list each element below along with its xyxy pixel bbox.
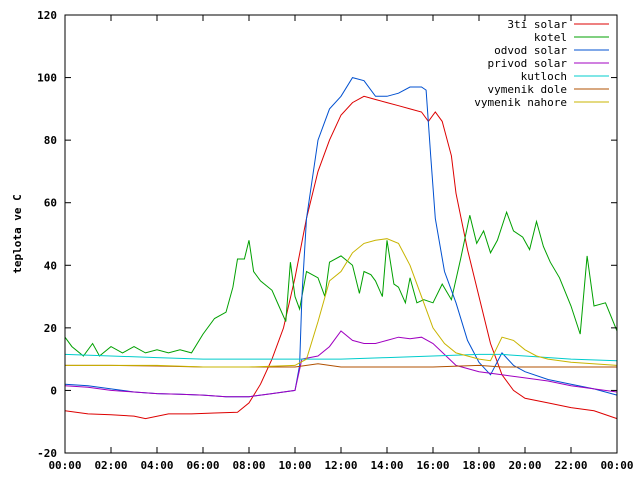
legend-label: kotel (534, 31, 567, 44)
y-tick-label: 120 (37, 9, 57, 22)
series-line-2 (64, 77, 618, 398)
x-tick-label: 12:00 (324, 459, 357, 472)
x-axis: 00:00 02:00 04:00 06:00 08:00 10:00 12:00 14:00… (48, 15, 634, 472)
y-tick-label: 60 (44, 197, 57, 210)
x-tick-label: 08:00 (232, 459, 265, 472)
legend-label: kutloch (521, 70, 567, 83)
y-tick-label: 100 (37, 72, 57, 85)
series-line-1 (64, 210, 618, 357)
y-axis: -20 0 20 40 60 80 100 120 (37, 9, 617, 460)
legend-label: 3ti solar (507, 18, 567, 31)
y-tick-label: 40 (44, 259, 57, 272)
x-tick-label: 00:00 (600, 459, 633, 472)
series-line-3 (64, 330, 618, 398)
series-line-0 (64, 95, 618, 420)
series-line-4 (64, 353, 618, 362)
legend-label: odvod solar (494, 44, 567, 57)
y-tick-label: -20 (37, 447, 57, 460)
y-tick-label: 80 (44, 134, 57, 147)
x-tick-label: 02:00 (94, 459, 127, 472)
x-tick-label: 20:00 (508, 459, 541, 472)
x-tick-label: 16:00 (416, 459, 449, 472)
x-tick-label: 14:00 (370, 459, 403, 472)
plot-lines (64, 77, 618, 420)
legend-label: vymenik nahore (474, 96, 567, 109)
x-tick-label: 00:00 (48, 459, 81, 472)
x-tick-label: 04:00 (140, 459, 173, 472)
series-line-6 (65, 238, 618, 368)
legend-label: privod solar (488, 57, 568, 70)
x-tick-label: 18:00 (462, 459, 495, 472)
y-tick-label: 0 (50, 384, 57, 397)
x-tick-label: 06:00 (186, 459, 219, 472)
x-tick-label: 10:00 (278, 459, 311, 472)
x-tick-label: 22:00 (554, 459, 587, 472)
y-tick-label: 20 (44, 322, 57, 335)
legend-label: vymenik dole (488, 83, 567, 96)
y-axis-title: teplota ve C (11, 194, 24, 273)
